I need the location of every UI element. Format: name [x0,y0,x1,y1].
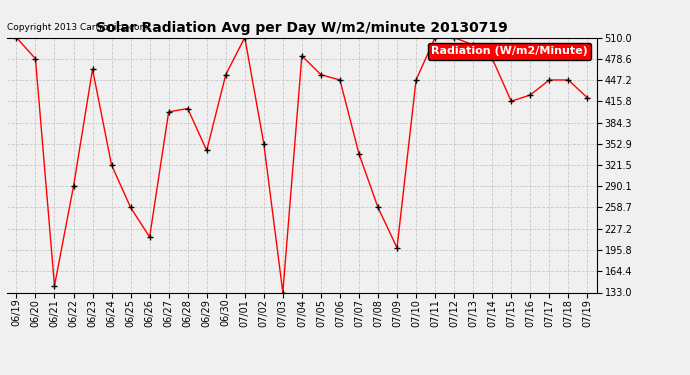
Radiation (W/m2/Minute) [545,78,553,82]
Radiation (W/m2/Minute) [259,141,268,146]
Radiation (W/m2/Minute) [50,284,59,288]
Radiation (W/m2/Minute) [221,72,230,77]
Radiation (W/m2/Minute) [374,205,382,210]
Radiation (W/m2/Minute) [88,67,97,72]
Radiation (W/m2/Minute) [146,235,154,239]
Radiation (W/m2/Minute) [507,99,515,104]
Radiation (W/m2/Minute) [355,152,363,156]
Radiation (W/m2/Minute) [393,246,401,250]
Radiation (W/m2/Minute) [317,72,325,77]
Radiation (W/m2/Minute) [431,35,440,40]
Radiation (W/m2/Minute) [526,93,534,97]
Title: Solar Radiation Avg per Day W/m2/minute 20130719: Solar Radiation Avg per Day W/m2/minute … [96,21,508,35]
Radiation (W/m2/Minute) [12,35,21,40]
Radiation (W/m2/Minute) [241,35,249,40]
Radiation (W/m2/Minute) [70,184,78,189]
Radiation (W/m2/Minute) [583,96,591,100]
Radiation (W/m2/Minute) [412,78,420,82]
Radiation (W/m2/Minute) [450,35,458,40]
Radiation (W/m2/Minute) [488,56,496,61]
Radiation (W/m2/Minute) [31,57,39,61]
Line: Radiation (W/m2/Minute): Radiation (W/m2/Minute) [14,35,590,295]
Radiation (W/m2/Minute) [279,290,287,295]
Radiation (W/m2/Minute) [108,163,116,167]
Radiation (W/m2/Minute) [184,106,192,111]
Radiation (W/m2/Minute) [564,78,573,82]
Radiation (W/m2/Minute) [164,110,172,114]
Radiation (W/m2/Minute) [336,78,344,82]
Radiation (W/m2/Minute) [203,148,211,153]
Radiation (W/m2/Minute) [469,43,477,47]
Radiation (W/m2/Minute) [298,54,306,58]
Legend: Radiation (W/m2/Minute): Radiation (W/m2/Minute) [428,43,591,60]
Radiation (W/m2/Minute) [126,205,135,210]
Text: Copyright 2013 Cartronics.com: Copyright 2013 Cartronics.com [7,23,148,32]
